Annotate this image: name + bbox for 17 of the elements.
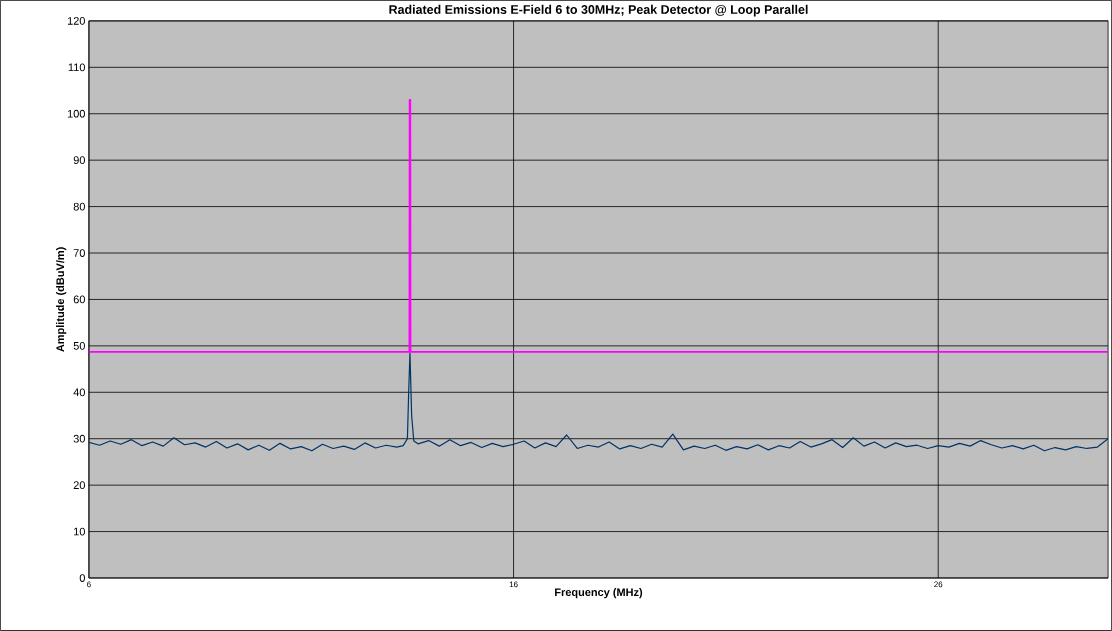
y-tick-label: 100 xyxy=(67,109,85,118)
x-axis-title: Frequency (MHz) xyxy=(555,588,643,599)
y-tick-label: 10 xyxy=(74,527,85,536)
y-tick-label: 90 xyxy=(73,156,85,165)
y-tick-label: 70 xyxy=(73,249,85,257)
chart-title: Radiated Emissions E-Field 6 to 30MHz; Peak Detector @ Loop Parallel xyxy=(389,4,808,17)
y-tick-label: 120 xyxy=(67,17,85,25)
y-tick-label: 30 xyxy=(73,434,85,443)
y-tick-label: 40 xyxy=(73,388,85,397)
y-tick-label: 110 xyxy=(68,63,85,72)
y-tick-label: 50 xyxy=(73,342,85,350)
y-axis-title: Amplitude (dBuV/m) xyxy=(56,247,67,352)
y-tick-label: 0 xyxy=(79,574,85,582)
y-tick-label: 80 xyxy=(73,202,85,211)
y-tick-label: 60 xyxy=(73,295,85,304)
y-tick-label: 20 xyxy=(73,481,85,490)
line-series xyxy=(88,352,1109,452)
